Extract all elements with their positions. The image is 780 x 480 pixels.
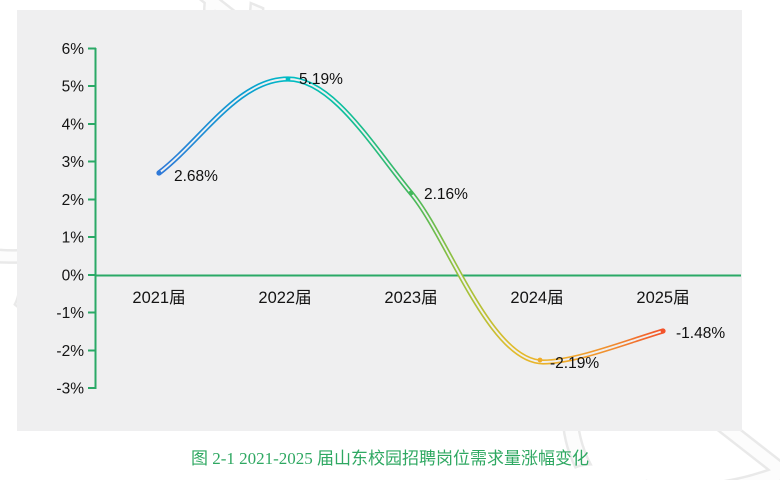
ytick-1: 1% (62, 230, 85, 247)
value-label-2025: -1.48% (676, 325, 725, 342)
figure-caption: 图 2-1 2021-2025 届山东校园招聘岗位需求量涨幅变化 (190, 449, 590, 468)
ytick-3: 3% (62, 154, 85, 171)
data-point-markers (156, 76, 666, 363)
ytick-5: 5% (62, 79, 85, 96)
ytick-n2: -2% (56, 343, 84, 360)
point-2021 (156, 170, 162, 176)
ytick-n3: -3% (56, 381, 84, 398)
value-label-2023: 2.16% (424, 186, 468, 203)
xlabel-2025: 2025届 (636, 289, 689, 307)
ytick-0: 0% (62, 268, 85, 285)
y-axis-ticks (88, 47, 96, 389)
ytick-6: 6% (62, 41, 85, 58)
point-2024 (537, 357, 543, 363)
point-2025 (660, 328, 666, 334)
xlabel-2024: 2024届 (510, 289, 563, 307)
value-label-2021: 2.68% (174, 168, 218, 185)
value-label-2024: -2.19% (550, 355, 599, 372)
point-2022 (285, 76, 291, 82)
xlabel-2023: 2023届 (384, 289, 437, 307)
plot-panel (17, 10, 742, 431)
ytick-4: 4% (62, 117, 85, 134)
series-curve-outer (156, 76, 666, 365)
xlabel-2022: 2022届 (258, 289, 311, 307)
series-curve-inner (158, 78, 664, 363)
value-label-2022: 5.19% (299, 71, 343, 88)
ytick-n1: -1% (56, 305, 84, 322)
xlabel-2021: 2021届 (132, 289, 185, 307)
point-2023 (408, 190, 414, 196)
line-chart: 6% 5% 4% 3% 2% 1% 0% -1% -2% -3% 2021届 2… (56, 41, 741, 398)
ytick-2: 2% (62, 192, 85, 209)
